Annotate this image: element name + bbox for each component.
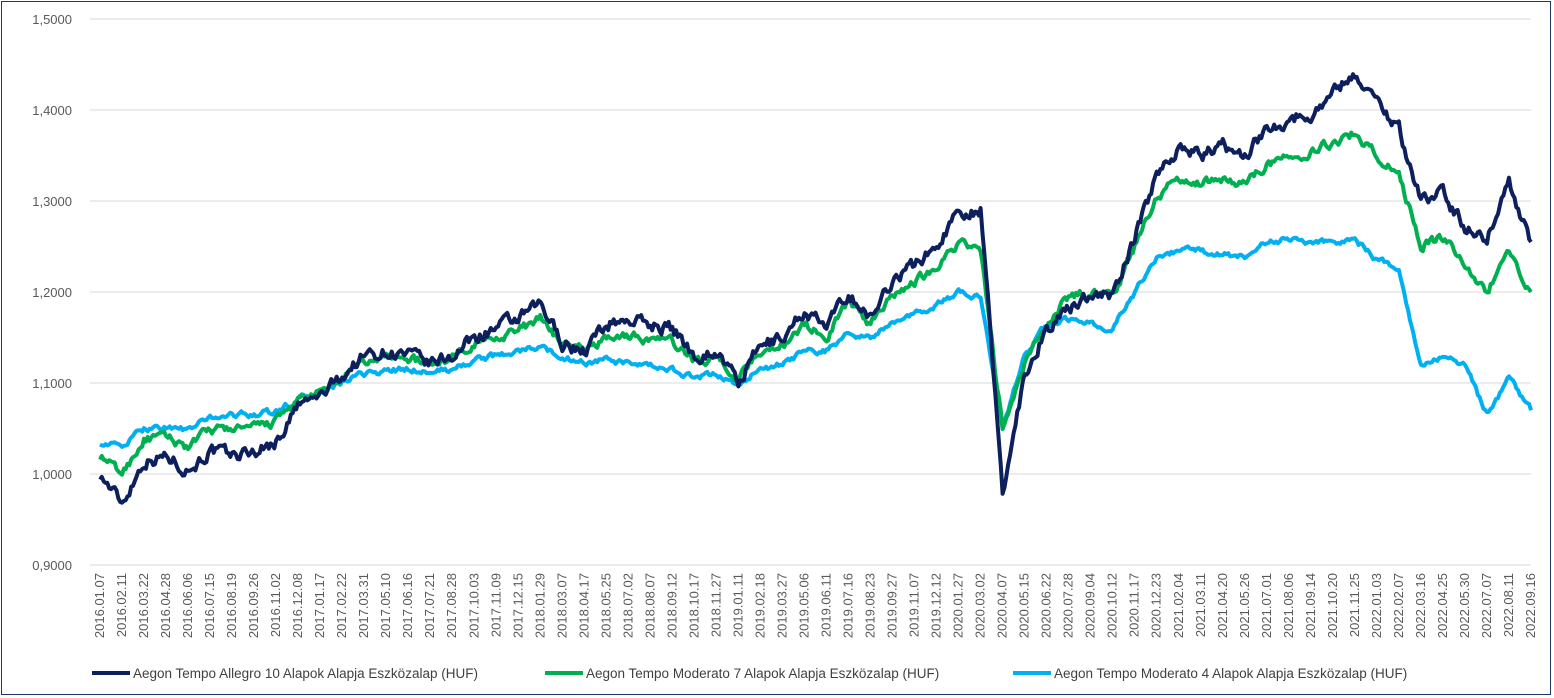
x-tick-label: 2019.01.11 [730, 573, 745, 637]
x-tick-label: 2018.10.17 [686, 573, 701, 638]
x-tick-label: 2017.01.17 [312, 573, 327, 638]
x-tick-label: 2020.07.28 [1061, 573, 1076, 638]
series-line-1 [98, 72, 1533, 505]
x-tick-label: 2017.07.21 [422, 573, 437, 638]
x-tick-label: 2022.03.16 [1413, 573, 1428, 638]
legend-label: Aegon Tempo Moderato 4 Alapok Alapja Esz… [1054, 666, 1407, 681]
x-tick-label: 2020.03.02 [973, 573, 988, 638]
y-tick-label: 1,0000 [32, 467, 72, 482]
x-tick-label: 2020.04.07 [995, 573, 1010, 638]
x-tick-label: 2020.12.23 [1149, 573, 1164, 638]
x-tick-label: 2020.06.22 [1039, 573, 1054, 638]
x-tick-label: 2017.03.31 [356, 573, 371, 638]
x-tick-label: 2016.02.11 [114, 573, 129, 637]
x-tick-label: 2018.07.02 [620, 573, 635, 638]
x-tick-label: 2017.11.09 [488, 573, 503, 637]
x-tick-label: 2021.08.06 [1281, 573, 1296, 638]
x-tick-label: 2018.04.17 [576, 573, 591, 638]
x-tick-label: 2022.01.03 [1369, 573, 1384, 638]
x-tick-label: 2016.08.19 [224, 573, 239, 638]
x-tick-label: 2017.05.10 [378, 573, 393, 638]
y-tick-label: 0,9000 [32, 558, 72, 573]
x-tick-label: 2022.02.07 [1391, 573, 1406, 638]
y-tick-label: 1,5000 [32, 12, 72, 27]
x-tick-label: 2017.02.22 [334, 573, 349, 638]
x-tick-label: 2018.11.27 [708, 573, 723, 637]
x-tick-label: 2016.01.07 [92, 573, 107, 638]
x-tick-label: 2016.07.15 [202, 573, 217, 638]
series-line-3 [99, 235, 1533, 449]
x-tick-label: 2016.06.06 [180, 573, 195, 638]
x-tick-label: 2019.06.11 [819, 573, 834, 637]
x-tick-label: 2019.07.16 [841, 573, 856, 638]
x-tick-label: 2020.09.04 [1083, 573, 1098, 638]
x-tick-label: 2022.07.07 [1479, 573, 1494, 638]
series-line-2 [98, 130, 1533, 477]
x-tick-label: 2018.05.25 [598, 573, 613, 638]
x-tick-label: 2019.08.23 [863, 573, 878, 638]
x-axis-ticks: 2016.01.07 2016.02.11 2016.03.22 2016.04.28… [92, 573, 1538, 638]
y-tick-label: 1,3000 [32, 194, 72, 209]
legend: Aegon Tempo Allegro 10 Alapok Alapja Esz… [92, 666, 1407, 681]
x-tick-label: 2017.08.28 [444, 573, 459, 638]
y-tick-label: 1,2000 [32, 285, 72, 300]
x-tick-label: 2020.10.12 [1105, 573, 1120, 638]
x-tick-label: 2020.11.17 [1127, 573, 1142, 637]
x-tick-label: 2021.02.04 [1171, 573, 1186, 638]
x-tick-label: 2021.03.11 [1193, 573, 1208, 637]
x-tick-label: 2017.12.15 [510, 573, 525, 638]
x-tick-label: 2019.12.12 [929, 573, 944, 638]
x-tick-label: 2021.07.01 [1259, 573, 1274, 638]
y-tick-label: 1,4000 [32, 103, 72, 118]
x-tick-label: 2017.06.16 [400, 573, 415, 638]
legend-label: Aegon Tempo Moderato 7 Alapok Alapja Esz… [586, 666, 939, 681]
x-tick-label: 2018.08.07 [642, 573, 657, 638]
x-tick-label: 2016.11.02 [268, 573, 283, 637]
x-tick-label: 2022.04.25 [1435, 573, 1450, 638]
x-tick-label: 2018.01.29 [532, 573, 547, 638]
legend-label: Aegon Tempo Allegro 10 Alapok Alapja Esz… [133, 666, 478, 681]
x-tick-label: 2021.04.20 [1215, 573, 1230, 638]
series-lines [98, 72, 1533, 505]
x-tick-label: 2022.09.16 [1523, 573, 1538, 638]
x-tick-label: 2016.04.28 [158, 573, 173, 638]
x-tick-label: 2021.05.26 [1237, 573, 1252, 638]
x-tick-label: 2019.11.07 [907, 573, 922, 637]
x-tick-label: 2016.09.26 [246, 573, 261, 638]
y-axis-ticks: 0,9000 1,0000 1,1000 1,2000 1,3000 1,4000 1,50… [32, 12, 72, 573]
x-tick-label: 2020.05.15 [1017, 573, 1032, 638]
x-tick-label: 2021.09.14 [1303, 573, 1318, 638]
y-tick-label: 1,1000 [32, 376, 72, 391]
x-tick-label: 2020.01.27 [951, 573, 966, 638]
x-tick-label: 2021.11.25 [1347, 573, 1362, 637]
x-tick-label: 2017.10.03 [466, 573, 481, 638]
x-tick-label: 2019.02.18 [752, 573, 767, 638]
x-tick-label: 2019.05.06 [796, 573, 811, 638]
x-tick-label: 2018.09.12 [664, 573, 679, 638]
x-tick-label: 2022.08.11 [1501, 573, 1516, 637]
x-tick-label: 2018.03.07 [554, 573, 569, 638]
gridlines [90, 18, 1531, 566]
x-tick-label: 2022.05.30 [1457, 573, 1472, 638]
x-tick-label: 2019.03.27 [774, 573, 789, 638]
x-tick-label: 2016.12.08 [290, 573, 305, 638]
x-tick-label: 2016.03.22 [136, 573, 151, 638]
x-tick-label: 2019.09.27 [885, 573, 900, 638]
x-tick-label: 2021.10.20 [1325, 573, 1340, 638]
